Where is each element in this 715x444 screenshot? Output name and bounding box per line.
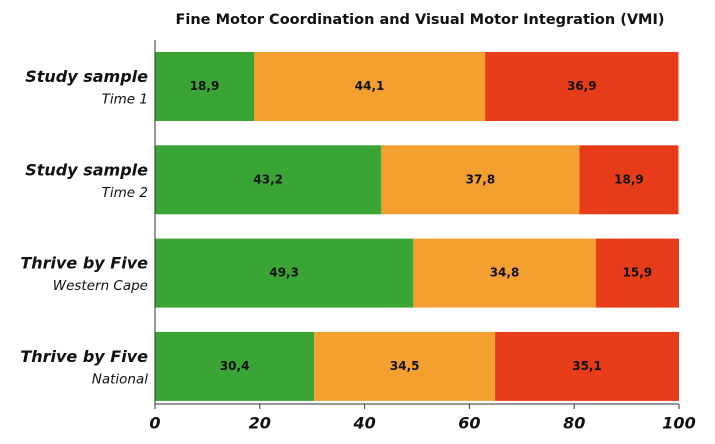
x-tick-label: 100 [662, 414, 695, 433]
data-label: 34,5 [390, 359, 420, 373]
category-subtitle: Time 1 [102, 92, 148, 108]
category-label: Thrive by Five [20, 347, 148, 366]
bar-segment [155, 238, 414, 308]
category-subtitle: National [92, 371, 149, 387]
bar-segment [381, 145, 580, 215]
data-label: 34,8 [490, 266, 520, 280]
x-tick-label: 80 [563, 414, 585, 433]
bar-segment [155, 52, 255, 121]
bar-segment [485, 52, 679, 121]
bar-segment [155, 145, 382, 215]
data-label: 35,1 [572, 359, 602, 373]
bar-segment [314, 331, 496, 401]
data-label: 44,1 [355, 79, 385, 93]
data-label: 15,9 [623, 266, 653, 280]
bar-segment [254, 52, 486, 121]
chart-title: Fine Motor Coordination and Visual Motor… [175, 12, 664, 28]
data-label: 49,3 [269, 266, 299, 280]
x-tick-label: 0 [149, 414, 160, 433]
data-label: 18,9 [614, 172, 644, 186]
bar-segment [495, 331, 679, 401]
category-label: Study sample [25, 67, 148, 86]
x-tick-label: 40 [352, 414, 375, 433]
x-tick-label: 20 [249, 414, 271, 433]
data-label: 30,4 [220, 359, 250, 373]
data-label: 36,9 [567, 79, 597, 93]
category-label: Thrive by Five [20, 254, 148, 273]
data-label: 43,2 [253, 172, 283, 186]
bar-segment [413, 238, 596, 308]
data-label: 37,8 [466, 172, 496, 186]
data-label: 18,9 [190, 79, 220, 93]
bar-segment [579, 145, 679, 215]
category-subtitle: Western Cape [53, 278, 148, 294]
category-label: Study sample [25, 160, 148, 179]
x-tick-label: 60 [458, 414, 480, 433]
bar-segment [155, 331, 315, 401]
bar-segment [595, 238, 679, 308]
category-subtitle: Time 2 [102, 185, 148, 201]
